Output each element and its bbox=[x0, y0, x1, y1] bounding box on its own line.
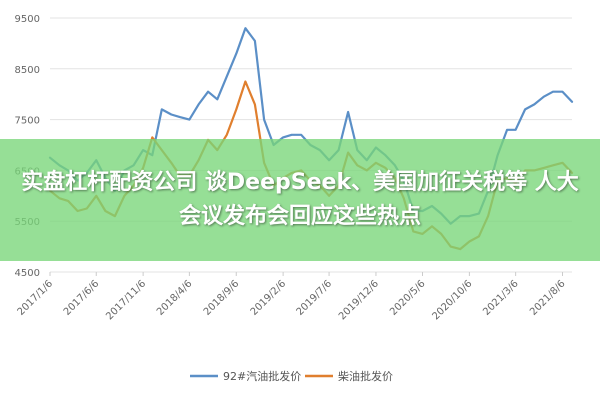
x-tick-label: 2019/7/6 bbox=[295, 278, 335, 318]
x-tick-label: 2017/1/6 bbox=[16, 278, 56, 318]
legend-label-diesel: 柴油批发价 bbox=[338, 369, 393, 383]
x-axis-ticks: 2017/1/6 2017/6/6 2017/11/6 2018/4/6 2018/9/… bbox=[16, 272, 568, 322]
x-tick-label: 2020/10/6 bbox=[430, 278, 474, 322]
headline-banner: 实盘杠杆配资公司 谈DeepSeek、美国加征关税等 人大会议发布会回应这些热点 bbox=[0, 139, 600, 261]
x-tick-label: 2021/3/6 bbox=[481, 278, 521, 318]
x-tick-label: 2019/12/6 bbox=[337, 278, 381, 322]
y-tick-label: 8500 bbox=[15, 65, 40, 76]
x-tick-label: 2018/4/6 bbox=[155, 278, 195, 318]
x-tick-label: 2017/11/6 bbox=[104, 278, 148, 322]
headline-text[interactable]: 实盘杠杆配资公司 谈DeepSeek、美国加征关税等 人大会议发布会回应这些热点 bbox=[21, 170, 579, 229]
legend-label-gasoline: 92#汽油批发价 bbox=[223, 369, 301, 383]
x-tick-label: 2017/6/6 bbox=[62, 278, 102, 318]
x-tick-label: 2021/8/6 bbox=[528, 278, 568, 318]
y-tick-label: 7500 bbox=[15, 116, 40, 127]
legend: 92#汽油批发价 柴油批发价 bbox=[190, 369, 393, 383]
x-tick-label: 2019/2/6 bbox=[249, 278, 289, 318]
x-tick-label: 2020/5/6 bbox=[388, 278, 428, 318]
x-tick-label: 2018/9/6 bbox=[202, 278, 242, 318]
y-tick-label: 4500 bbox=[15, 268, 40, 279]
y-tick-label: 9500 bbox=[15, 14, 40, 25]
